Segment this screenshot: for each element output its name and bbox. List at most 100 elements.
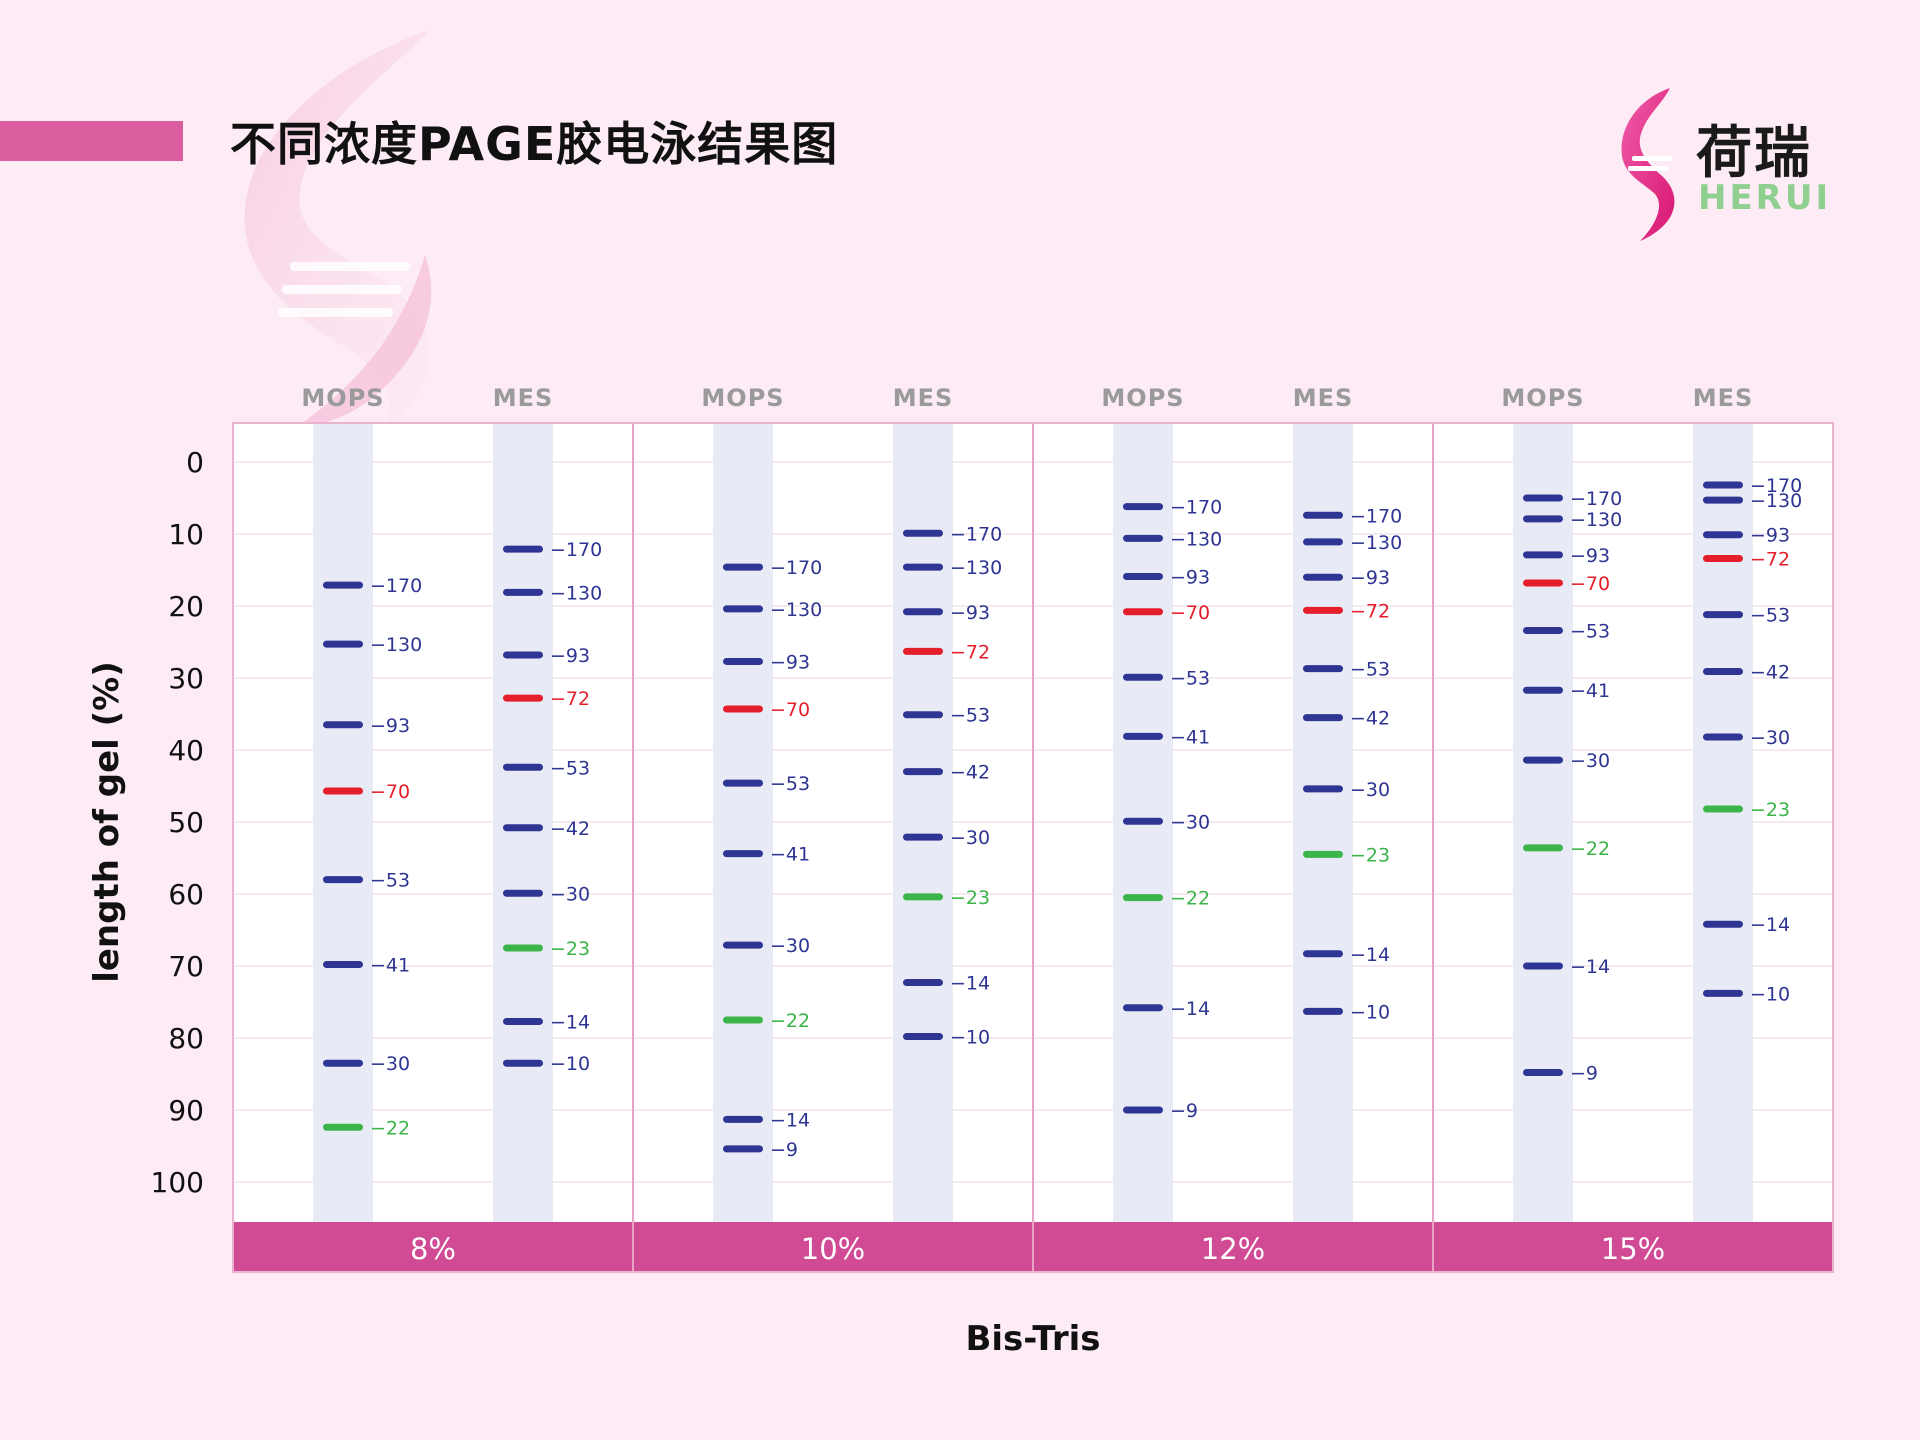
lane-strip (893, 423, 953, 1222)
gel-band-label: −130 (770, 599, 822, 621)
gel-band (1523, 494, 1563, 502)
gel-band (903, 979, 943, 987)
y-tick-label: 10 (168, 518, 204, 551)
gel-band (723, 705, 763, 713)
gel-band (1523, 626, 1563, 634)
gel-concentration-label: 12% (1201, 1232, 1265, 1266)
gel-band (1703, 668, 1743, 676)
gel-band-label: −41 (370, 955, 410, 977)
gel-band (1123, 1106, 1163, 1114)
gel-band-label: −93 (370, 715, 410, 737)
gel-band (1303, 511, 1343, 519)
y-tick-label: 80 (168, 1022, 204, 1055)
gel-band (1303, 538, 1343, 546)
gel-band-label: −70 (1570, 573, 1610, 595)
gel-band-label: −10 (1350, 1001, 1390, 1023)
gel-band-label: −23 (1350, 844, 1390, 866)
gel-band (323, 581, 363, 589)
title-accent-bar (0, 121, 183, 161)
gel-band-label: −22 (770, 1010, 810, 1032)
gel-band-label: −9 (770, 1139, 798, 1161)
gel-band-label: −130 (1170, 528, 1222, 550)
gel-band (723, 563, 763, 571)
gel-band (1703, 496, 1743, 504)
gel-band-label: −170 (370, 575, 422, 597)
gel-band (1703, 920, 1743, 928)
gel-band-label: −30 (1170, 811, 1210, 833)
gel-band-label: −130 (950, 557, 1002, 579)
gel-band-label: −70 (1170, 602, 1210, 624)
gel-band-label: −93 (950, 602, 990, 624)
gel-band (903, 563, 943, 571)
gel-band (503, 944, 543, 952)
gel-band-label: −70 (770, 699, 810, 721)
lane-buffer-label: MOPS (1501, 384, 1584, 412)
gel-band (323, 876, 363, 884)
gel-band (1703, 554, 1743, 562)
gel-band-label: −170 (1170, 497, 1222, 519)
gel-band (503, 763, 543, 771)
gel-band (903, 647, 943, 655)
gel-band-label: −130 (370, 634, 422, 656)
gel-band (1303, 950, 1343, 958)
gel-band-label: −170 (1570, 488, 1622, 510)
gel-band-label: −130 (1570, 509, 1622, 531)
gel-band (503, 824, 543, 832)
gel-band-label: −22 (370, 1117, 410, 1139)
y-tick-label: 20 (168, 590, 204, 623)
gel-band (1123, 894, 1163, 902)
lane-strip (713, 423, 773, 1222)
plot-border (232, 422, 1834, 1273)
gel-band-label: −130 (1350, 532, 1402, 554)
gel-band-label: −53 (370, 870, 410, 892)
gel-band (503, 889, 543, 897)
gel-band-label: −10 (950, 1027, 990, 1049)
gel-band-label: −30 (950, 827, 990, 849)
gel-band (723, 850, 763, 858)
gel-band-label: −42 (1350, 708, 1390, 730)
gel-band (323, 640, 363, 648)
logo-chinese-text: 荷瑞 (1696, 121, 1812, 186)
gel-band (1123, 732, 1163, 740)
y-tick-label: 60 (168, 878, 204, 911)
gel-band-label: −14 (1570, 956, 1610, 978)
gel-band-label: −30 (1350, 779, 1390, 801)
gel-band-label: −14 (1170, 998, 1210, 1020)
gel-band (503, 545, 543, 553)
gel-concentration-label: 10% (801, 1232, 865, 1266)
gel-band (1123, 817, 1163, 825)
gel-band-label: −10 (1750, 983, 1790, 1005)
gel-band-label: −93 (1570, 545, 1610, 567)
gel-band (323, 1059, 363, 1067)
gel-band (1303, 665, 1343, 673)
gel-band (1523, 579, 1563, 587)
gel-band-label: −9 (1570, 1063, 1598, 1085)
gel-band (723, 605, 763, 613)
lane-strip (1693, 423, 1753, 1222)
gel-band-label: −30 (770, 935, 810, 957)
gel-band (1303, 785, 1343, 793)
gel-band-label: −42 (1750, 662, 1790, 684)
gel-band-label: −53 (770, 773, 810, 795)
y-tick-label: 0 (186, 446, 204, 479)
gel-band (1703, 733, 1743, 741)
gel-band-label: −53 (1170, 667, 1210, 689)
gel-band-label: −53 (1350, 659, 1390, 681)
gel-band-label: −130 (1750, 490, 1802, 512)
lane-buffer-label: MES (493, 384, 554, 412)
gel-band (1703, 805, 1743, 813)
gel-band (1303, 850, 1343, 858)
gel-band-label: −170 (1350, 505, 1402, 527)
gel-band (1303, 714, 1343, 722)
gel-band-label: −93 (770, 651, 810, 673)
gel-band-label: −9 (1170, 1100, 1198, 1122)
gel-band-label: −42 (550, 818, 590, 840)
gel-band (903, 529, 943, 537)
gel-band-label: −14 (1350, 944, 1390, 966)
gel-band (723, 941, 763, 949)
lane-strip (493, 423, 553, 1222)
gel-band-label: −22 (1570, 838, 1610, 860)
gel-band-label: −42 (950, 762, 990, 784)
lane-buffer-label: MES (893, 384, 954, 412)
